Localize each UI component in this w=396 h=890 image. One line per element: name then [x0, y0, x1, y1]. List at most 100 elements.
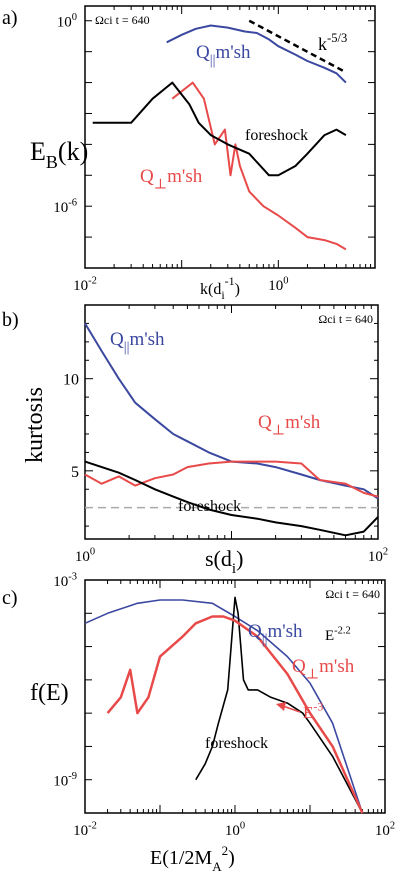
time-annotation: Ωci t = 640	[325, 587, 380, 601]
x-tick-label: 100	[75, 546, 95, 565]
x-axis-label-sub: A	[212, 859, 222, 874]
series-label: Q||m'sh	[110, 329, 165, 356]
series-line	[195, 596, 364, 814]
y-axis-label-main: E	[30, 137, 46, 166]
x-axis-label-sub: i	[221, 288, 225, 302]
x-tick-label-exp: 0	[90, 546, 95, 557]
slope-label-exp: -3	[313, 699, 323, 713]
x-axis-label: k(di-1)	[200, 274, 240, 302]
series-line	[106, 615, 364, 814]
series-label-main: Q	[140, 166, 154, 187]
panel-letter: b)	[2, 309, 19, 331]
x-axis-label-main: k(d	[200, 281, 221, 298]
y-tick-label-exp: -3	[68, 571, 77, 582]
series-line	[84, 460, 379, 498]
slope-label-exp: -5/3	[327, 31, 347, 45]
y-tick-label-base: 10	[57, 15, 72, 31]
x-tick-label-exp: 2	[383, 546, 388, 557]
x-tick-label-base: 10	[73, 278, 88, 294]
x-tick-label-exp: 0	[283, 275, 288, 286]
x-tick-label-base: 10	[73, 823, 88, 839]
slope-label-base: E	[325, 628, 334, 644]
series-label-sub: ⊥	[272, 423, 285, 439]
series-line	[84, 599, 364, 814]
series-line	[166, 24, 347, 84]
series-label-main: Q	[258, 412, 272, 433]
series-label-tail: m'sh	[285, 412, 321, 433]
series-label-main: Q	[110, 329, 124, 350]
x-axis-label-main: s(d	[205, 546, 232, 571]
slope-pointer-head	[276, 702, 286, 711]
time-annotation: Ωci t = 640	[318, 312, 373, 326]
plot-frame	[84, 579, 386, 814]
x-tick-label-base: 10	[75, 549, 90, 565]
series-label: Q⊥m'sh	[258, 412, 321, 439]
slope-label-base: k	[318, 34, 327, 54]
x-tick-label: 10-2	[73, 820, 97, 839]
y-tick-label-exp: -6	[68, 197, 77, 208]
x-tick-label-base: 10	[368, 549, 383, 565]
series-line	[92, 81, 347, 177]
x-axis-label-close: )	[235, 281, 240, 298]
x-axis-label-close: )	[228, 847, 235, 869]
series-label: Q||m'sh	[196, 42, 251, 69]
y-axis-label-tail: (k)	[58, 137, 88, 166]
series-label: Q||m'sh	[248, 621, 303, 648]
panel-letter: c)	[2, 587, 18, 609]
x-tick-label-base: 10	[375, 823, 390, 839]
time-annotation: Ωci t = 640	[95, 13, 150, 27]
x-axis-label-main: E(1/2M	[150, 847, 212, 869]
panel-letter: a)	[2, 7, 18, 29]
y-tick-label: 100	[57, 12, 77, 31]
x-tick-label-exp: 0	[240, 820, 245, 831]
x-tick-label: 100	[268, 275, 288, 294]
x-axis-label: s(di)	[205, 546, 243, 577]
y-tick-label-exp: -9	[68, 771, 77, 782]
foreshock-label: foreshock	[178, 498, 241, 515]
series-label-tail: m'sh	[319, 656, 355, 677]
slope-label-exp: -2.2	[334, 625, 351, 636]
series-label-sub: ⊥	[154, 177, 167, 193]
slope-reference-line	[248, 19, 347, 74]
series-label-sub: ⊥	[306, 667, 319, 683]
x-tick-label: 102	[375, 820, 395, 839]
y-tick-label-base: 10	[53, 774, 68, 790]
x-tick-label-base: 10	[225, 823, 240, 839]
slope-label: E-2.2	[325, 625, 351, 644]
series-label-tail: m'sh	[167, 166, 203, 187]
x-axis-label-sup: 2	[222, 843, 229, 858]
x-tick-label: 10-2	[73, 275, 97, 294]
y-tick-label: 10-9	[53, 771, 77, 790]
y-tick-label: 10	[63, 372, 79, 389]
y-tick-label: 5	[71, 464, 79, 481]
series-label-sub: ||	[262, 632, 268, 648]
series-label-main: Q	[292, 656, 306, 677]
series-label-main: Q	[248, 621, 262, 642]
y-tick-label-exp: 0	[72, 12, 77, 23]
series-label-sub: ||	[210, 53, 216, 69]
series-label-sub: ||	[124, 340, 130, 356]
y-tick-label: 10-3	[53, 571, 77, 590]
y-axis-label: f(E)	[30, 680, 69, 706]
x-axis-label-close: )	[236, 546, 243, 571]
series-line	[84, 460, 379, 537]
y-tick-label: 10-6	[53, 197, 77, 216]
x-tick-label-exp: 2	[390, 820, 395, 831]
x-axis-label-sup: -1	[225, 274, 235, 288]
x-tick-label-base: 10	[268, 278, 283, 294]
series-label-tail: m'sh	[215, 42, 251, 63]
series-label: Q⊥m'sh	[292, 656, 355, 683]
slope-label: E-3	[303, 699, 323, 722]
series-line	[171, 81, 347, 251]
y-axis-label: kurtosis	[22, 387, 48, 463]
foreshock-label: foreshock	[245, 127, 308, 144]
plot-frame	[84, 5, 376, 269]
series-label-tail: m'sh	[267, 621, 303, 642]
slope-label: k-5/3	[318, 31, 347, 54]
y-axis-label-sub: B	[46, 152, 58, 172]
x-tick-label: 100	[225, 820, 245, 839]
x-axis-label: E(1/2MA2)	[150, 843, 235, 874]
